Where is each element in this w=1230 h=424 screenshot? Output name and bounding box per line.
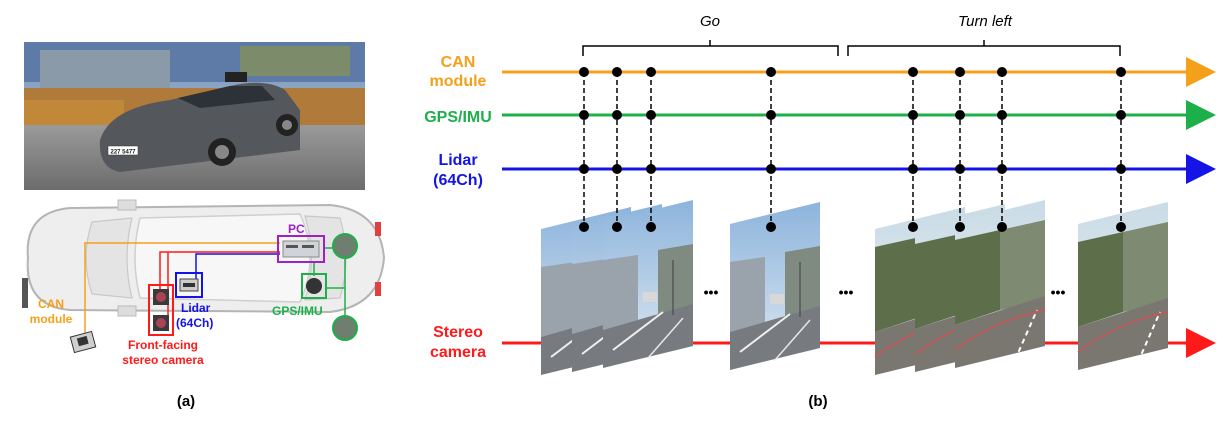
sensor-can-label: CAN — [441, 54, 476, 71]
caption-b: (b) — [808, 393, 827, 410]
sensor-camera-label: camera — [430, 344, 486, 361]
ellipsis-3: ••• — [1051, 284, 1066, 300]
car-topview — [22, 199, 386, 317]
car-photo: 227 5477 — [24, 42, 365, 190]
sensor-can-module-label: module — [430, 73, 487, 90]
turn-left-brace — [847, 40, 1121, 56]
gps-imu-label: GPS/IMU — [272, 304, 323, 318]
front-camera-label: Front-facing — [128, 338, 198, 352]
gps-imu-unit — [301, 233, 358, 341]
phase-go: Go — [700, 13, 720, 30]
lidar-channels-label: (64Ch) — [176, 316, 213, 330]
stereo-camera-unit — [148, 284, 174, 336]
caption-a: (a) — [177, 393, 195, 410]
license-plate: 227 5477 — [110, 150, 136, 156]
can-unit — [69, 330, 97, 354]
sensor-lidar-channels-label: (64Ch) — [433, 172, 483, 189]
sensor-gps-label: GPS/IMU — [424, 109, 492, 126]
can-label: CAN — [38, 297, 64, 311]
ellipsis-1: ••• — [704, 284, 719, 300]
pc-unit — [277, 235, 325, 263]
topview-wiring — [84, 242, 346, 336]
sync-dots — [579, 67, 1126, 232]
go-brace — [582, 40, 839, 56]
pc-label: PC — [288, 222, 305, 236]
lidar-unit — [175, 272, 203, 298]
phase-turn-left: Turn left — [958, 13, 1013, 30]
sensor-lidar-label: Lidar — [438, 152, 477, 169]
lidar-label: Lidar — [181, 301, 211, 315]
sensor-stereo-label: Stereo — [433, 324, 483, 341]
sync-lines — [583, 72, 1122, 227]
can-module-label: module — [30, 312, 73, 326]
stereo-camera-label: stereo camera — [122, 353, 204, 367]
ellipsis-2: ••• — [839, 284, 854, 300]
